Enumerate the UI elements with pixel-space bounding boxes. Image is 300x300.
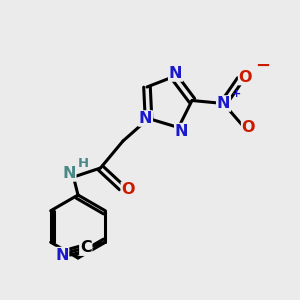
- Text: +: +: [232, 89, 241, 99]
- Text: N: N: [217, 96, 230, 111]
- Text: O: O: [121, 182, 135, 197]
- Text: N: N: [139, 111, 152, 126]
- Text: H: H: [77, 157, 88, 169]
- Text: N: N: [175, 124, 188, 139]
- Text: O: O: [242, 120, 255, 135]
- Text: −: −: [255, 57, 270, 75]
- Text: N: N: [55, 248, 68, 263]
- Text: N: N: [169, 66, 182, 81]
- Text: O: O: [239, 70, 252, 85]
- Text: C: C: [80, 240, 92, 255]
- Text: N: N: [62, 166, 76, 181]
